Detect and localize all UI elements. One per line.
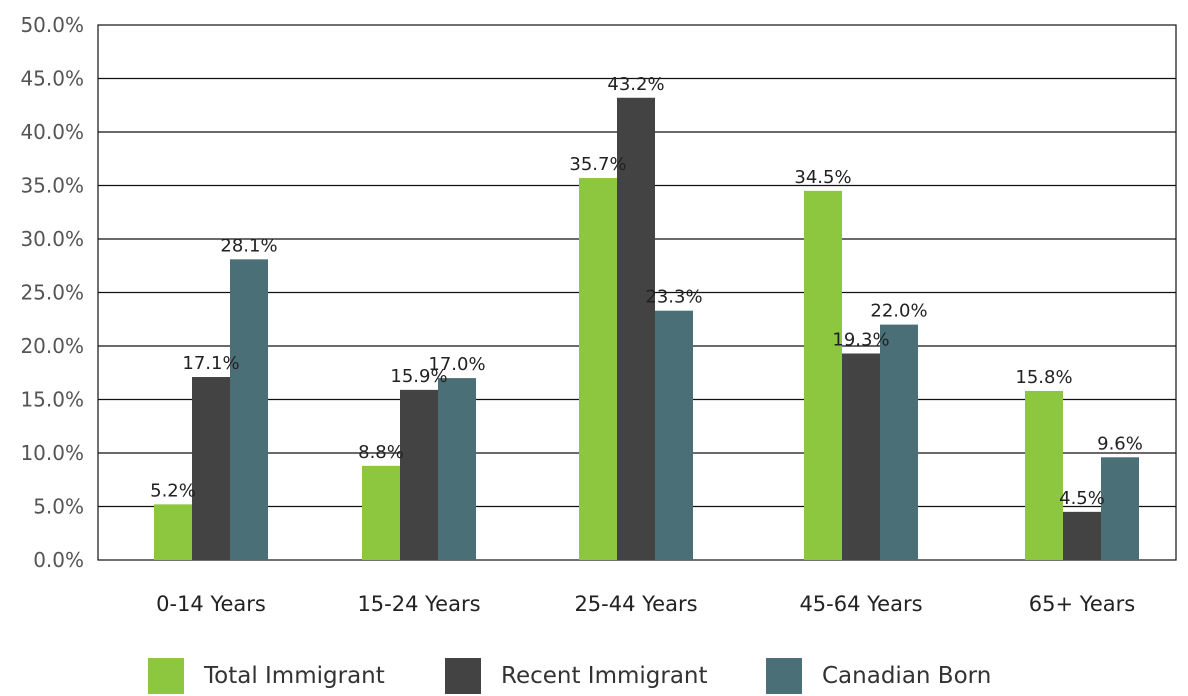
data-label-canadian-born-65-years: 9.6% [1097,433,1143,454]
legend-swatch-total-immigrant [148,658,184,694]
x-tick-label: 45-64 Years [799,592,922,616]
data-label-canadian-born-25-44-years: 23.3% [645,287,702,308]
gridlines [98,77,1176,508]
legend-label-canadian-born: Canadian Born [822,663,992,689]
data-labels: 5.2% 17.1% 28.1% 8.8% 15.9%17.0% 35.7% 43.2% 23… [150,74,1143,509]
y-tick-label: 10.0% [20,441,84,465]
bars [154,97,1139,560]
bar-total-immigrant-65-years [1025,390,1063,560]
x-tick-label: 15-24 Years [357,592,480,616]
y-tick-label: 30.0% [20,227,84,251]
legend-label-total-immigrant: Total Immigrant [204,663,385,689]
y-tick-label: 45.0% [20,67,84,91]
data-label-total-immigrant-25-44-years: 35.7% [569,154,626,175]
x-tick-label: 25-44 Years [574,592,697,616]
bar-canadian-born-65-years [1101,457,1139,560]
y-tick-label: 0.0% [33,548,84,572]
data-label-recent-immigrant-45-64-years: 19.3% [832,329,889,350]
bar-total-immigrant-0-14-years [154,504,192,560]
y-tick-label: 15.0% [20,388,84,412]
y-tick-label: 20.0% [20,334,84,358]
y-tick-label: 35.0% [20,174,84,198]
x-tick-label: 65+ Years [1029,592,1135,616]
y-tick-label: 5.0% [33,495,84,519]
bar-total-immigrant-15-24-years [362,465,400,560]
data-label-total-immigrant-65-years: 15.8% [1015,367,1072,388]
data-label-recent-immigrant-25-44-years: 43.2% [607,74,664,95]
data-label-total-immigrant-0-14-years: 5.2% [150,480,196,501]
data-label-recent-immigrant-65-years: 4.5% [1059,488,1105,509]
y-tick-label: 25.0% [20,281,84,305]
data-label-recent-immigrant-0-14-years: 17.1% [182,353,239,374]
legend-item-canadian-born: Canadian Born [766,656,991,696]
bar-canadian-born-15-24-years [438,378,476,560]
bar-recent-immigrant-0-14-years [192,377,230,560]
data-label-canadian-born-0-14-years: 28.1% [220,235,277,256]
data-label-recent-immigrant-15-24-years: 15.9% [390,366,447,387]
bar-total-immigrant-45-64-years [804,190,842,560]
bar-canadian-born-0-14-years [230,259,268,560]
bar-canadian-born-25-44-years [655,310,693,560]
legend-label-recent-immigrant: Recent Immigrant [501,663,708,689]
legend-item-recent-immigrant: Recent Immigrant [445,656,708,696]
y-axis-ticks: 0.0% 5.0% 10.0% 15.0% 20.0% 25.0% 30.0% 35.0% 40… [20,13,84,572]
data-label-canadian-born-15-24-years: 17.0% [428,354,485,375]
legend-swatch-canadian-born [766,658,802,694]
bar-recent-immigrant-15-24-years [400,389,438,560]
data-label-total-immigrant-45-64-years: 34.5% [794,167,851,188]
legend-item-total-immigrant: Total Immigrant [148,656,385,696]
bar-canadian-born-45-64-years [880,324,918,560]
data-label-canadian-born-45-64-years: 22.0% [870,301,927,322]
bar-recent-immigrant-45-64-years [842,353,880,560]
legend-swatch-recent-immigrant [445,658,481,694]
bar-recent-immigrant-65-years [1063,511,1101,560]
bar-total-immigrant-25-44-years [579,178,617,560]
y-tick-label: 50.0% [20,13,84,37]
bar-recent-immigrant-25-44-years [617,97,655,560]
x-tick-label: 0-14 Years [156,592,266,616]
data-label-total-immigrant-15-24-years: 8.8% [358,442,404,463]
x-axis-ticks: 0-14 Years 15-24 Years 25-44 Years 45-64 Ye… [156,592,1135,616]
y-tick-label: 40.0% [20,120,84,144]
